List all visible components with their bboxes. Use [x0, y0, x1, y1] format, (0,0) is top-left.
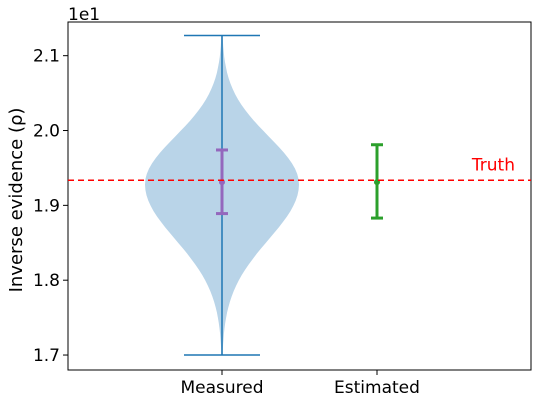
x-axis-ticks: Measured Estimated: [180, 370, 420, 398]
y-scale-factor: 1e1: [68, 5, 100, 25]
y-tick-label: 1.7: [33, 346, 60, 366]
plot-frame: [67, 21, 532, 371]
measured-series: [145, 34, 299, 356]
x-tick-label: Estimated: [334, 378, 420, 398]
truth-label: Truth: [471, 155, 515, 175]
y-tick-label: 1.8: [33, 271, 60, 291]
y-axis-label: Inverse evidence (ρ): [6, 108, 27, 293]
y-tick-label: 1.9: [33, 196, 60, 216]
y-tick-label: 2.0: [33, 122, 60, 142]
y-axis-ticks: 1.7 1.8 1.9 2.0 2.1: [33, 47, 68, 366]
x-tick-label: Measured: [180, 378, 263, 398]
estimated-series: [371, 143, 383, 220]
y-tick-label: 2.1: [33, 47, 60, 67]
